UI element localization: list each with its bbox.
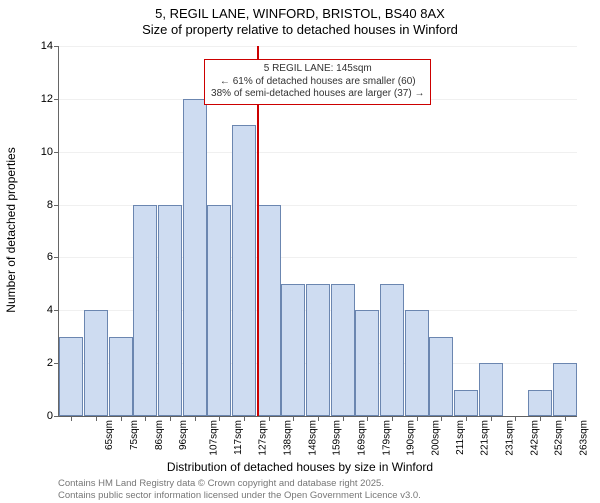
credits-line1: Contains HM Land Registry data © Crown c…	[58, 478, 421, 490]
gridline	[59, 46, 577, 47]
x-tick	[269, 416, 270, 421]
x-tick-label: 190sqm	[406, 420, 417, 456]
x-tick	[96, 416, 97, 421]
x-tick	[71, 416, 72, 421]
x-tick-label: 231sqm	[505, 420, 516, 456]
x-tick-label: 148sqm	[307, 420, 318, 456]
annotation-line1: 5 REGIL LANE: 145sqm	[211, 63, 424, 76]
x-tick	[392, 416, 393, 421]
y-tick-label: 2	[23, 357, 59, 369]
x-axis-title: Distribution of detached houses by size …	[0, 460, 600, 474]
plot-area: 0246810121465sqm75sqm86sqm96sqm107sqm117…	[58, 46, 577, 417]
x-tick-label: 252sqm	[554, 420, 565, 456]
y-tick-label: 10	[23, 146, 59, 158]
x-tick	[145, 416, 146, 421]
x-tick	[441, 416, 442, 421]
y-tick-label: 0	[23, 410, 59, 422]
x-tick-label: 169sqm	[357, 420, 368, 456]
x-tick-label: 138sqm	[283, 420, 294, 456]
bar	[257, 205, 281, 416]
x-tick-label: 75sqm	[129, 420, 140, 450]
bar	[109, 337, 133, 416]
bar	[207, 205, 231, 416]
y-tick-label: 4	[23, 304, 59, 316]
chart-title-line2: Size of property relative to detached ho…	[0, 22, 600, 37]
x-tick	[195, 416, 196, 421]
x-tick-label: 200sqm	[431, 420, 442, 456]
x-tick	[343, 416, 344, 421]
gridline	[59, 152, 577, 153]
x-tick-label: 159sqm	[332, 420, 343, 456]
bar	[133, 205, 157, 416]
bar	[331, 284, 355, 416]
x-tick	[466, 416, 467, 421]
x-tick-label: 242sqm	[529, 420, 540, 456]
y-tick-label: 12	[23, 93, 59, 105]
bar	[306, 284, 330, 416]
bar	[380, 284, 404, 416]
annotation-box: 5 REGIL LANE: 145sqm← 61% of detached ho…	[204, 59, 431, 105]
chart-container: 5, REGIL LANE, WINFORD, BRISTOL, BS40 8A…	[0, 0, 600, 500]
bar	[281, 284, 305, 416]
bar	[84, 310, 108, 416]
bar	[232, 125, 256, 416]
x-tick	[417, 416, 418, 421]
x-tick	[121, 416, 122, 421]
y-tick-label: 8	[23, 199, 59, 211]
x-tick-label: 179sqm	[381, 420, 392, 456]
x-tick	[244, 416, 245, 421]
x-tick	[219, 416, 220, 421]
x-tick-label: 65sqm	[104, 420, 115, 450]
bar	[479, 363, 503, 416]
x-tick	[293, 416, 294, 421]
x-tick	[318, 416, 319, 421]
x-tick-label: 263sqm	[579, 420, 590, 456]
x-tick-label: 221sqm	[480, 420, 491, 456]
chart-title-line1: 5, REGIL LANE, WINFORD, BRISTOL, BS40 8A…	[0, 0, 600, 22]
x-tick-label: 117sqm	[233, 420, 244, 455]
bar	[429, 337, 453, 416]
x-tick	[170, 416, 171, 421]
bar	[158, 205, 182, 416]
credits-line2: Contains public sector information licen…	[58, 490, 421, 502]
x-tick	[367, 416, 368, 421]
bar	[183, 99, 207, 416]
x-tick	[540, 416, 541, 421]
bar	[355, 310, 379, 416]
x-tick-label: 96sqm	[178, 420, 189, 450]
x-tick-label: 107sqm	[209, 420, 220, 456]
y-tick-label: 14	[23, 40, 59, 52]
y-tick-label: 6	[23, 251, 59, 263]
bar	[59, 337, 83, 416]
x-tick	[491, 416, 492, 421]
annotation-line2: ← 61% of detached houses are smaller (60…	[211, 76, 424, 89]
bar	[454, 390, 478, 416]
bar	[553, 363, 577, 416]
credits: Contains HM Land Registry data © Crown c…	[58, 478, 421, 503]
x-tick-label: 127sqm	[258, 420, 269, 456]
x-tick-label: 211sqm	[455, 420, 466, 455]
annotation-line3: 38% of semi-detached houses are larger (…	[211, 88, 424, 101]
x-tick	[565, 416, 566, 421]
x-tick	[515, 416, 516, 421]
bar	[405, 310, 429, 416]
y-axis-title: Number of detached properties	[4, 147, 18, 312]
bar	[528, 390, 552, 416]
x-tick-label: 86sqm	[154, 420, 165, 450]
